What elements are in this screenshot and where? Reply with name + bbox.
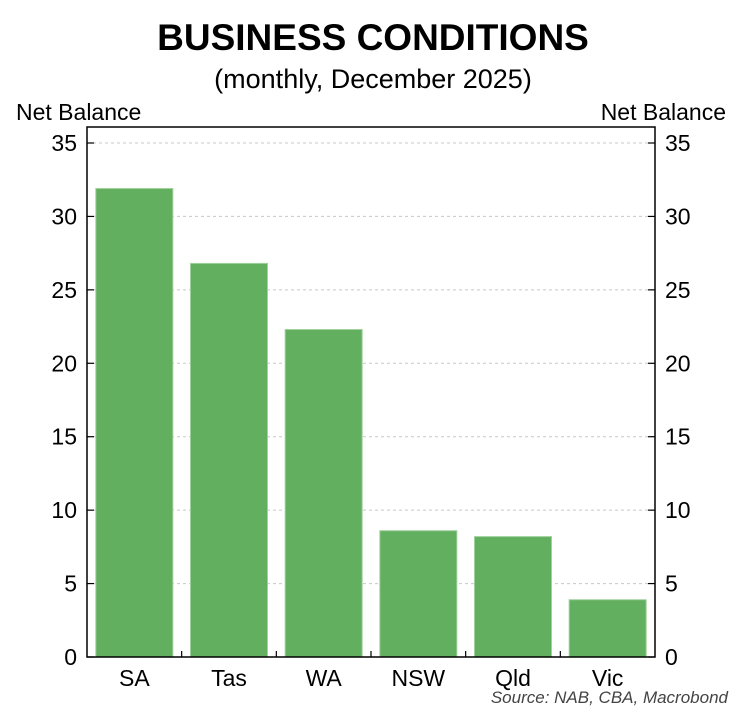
y-tick-label-left: 10 <box>51 497 77 523</box>
x-tick-label: SA <box>119 665 150 691</box>
y-tick-label-left: 5 <box>64 571 77 597</box>
y-tick-label-left: 30 <box>51 203 77 229</box>
source-note: Source: NAB, CBA, Macrobond <box>490 688 728 707</box>
chart-subtitle: (monthly, December 2025) <box>214 64 532 94</box>
chart-title: BUSINESS CONDITIONS <box>157 17 589 58</box>
y-tick-label-left: 15 <box>51 424 77 450</box>
y-tick-label-right: 10 <box>665 497 691 523</box>
y-tick-label-right: 30 <box>665 203 691 229</box>
right-y-axis-labels: 0 5 10 15 20 25 30 35 <box>665 130 691 670</box>
bar-sa <box>95 188 174 658</box>
axis-ticks <box>87 142 655 658</box>
x-tick-label: Qld <box>495 665 531 691</box>
y-tick-label-right: 5 <box>665 571 678 597</box>
bar-series <box>95 188 647 658</box>
bar-nsw <box>379 530 458 658</box>
y-tick-label-right: 25 <box>665 277 691 303</box>
right-axis-unit: Net Balance <box>600 99 726 125</box>
bar-wa <box>284 329 363 658</box>
y-tick-label-left: 0 <box>64 644 77 670</box>
x-tick-label: Vic <box>592 665 624 691</box>
x-axis-labels: SA Tas WA NSW Qld Vic <box>119 665 623 691</box>
left-axis-unit: Net Balance <box>16 99 142 125</box>
x-tick-label: WA <box>306 665 343 691</box>
y-tick-label-right: 35 <box>665 130 691 156</box>
y-tick-label-left: 20 <box>51 350 77 376</box>
bar-tas <box>190 262 268 658</box>
y-tick-label-right: 0 <box>665 644 678 670</box>
y-tick-label-right: 20 <box>665 350 691 376</box>
y-tick-label-right: 15 <box>665 424 691 450</box>
y-tick-label-left: 25 <box>51 277 77 303</box>
bar-vic <box>568 599 647 658</box>
x-tick-label: Tas <box>211 665 247 691</box>
gridlines <box>87 142 655 585</box>
left-y-axis-labels: 0 5 10 15 20 25 30 35 <box>51 130 77 670</box>
bar-qld <box>474 536 552 658</box>
x-tick-label: NSW <box>391 665 445 691</box>
y-tick-label-left: 35 <box>51 130 77 156</box>
